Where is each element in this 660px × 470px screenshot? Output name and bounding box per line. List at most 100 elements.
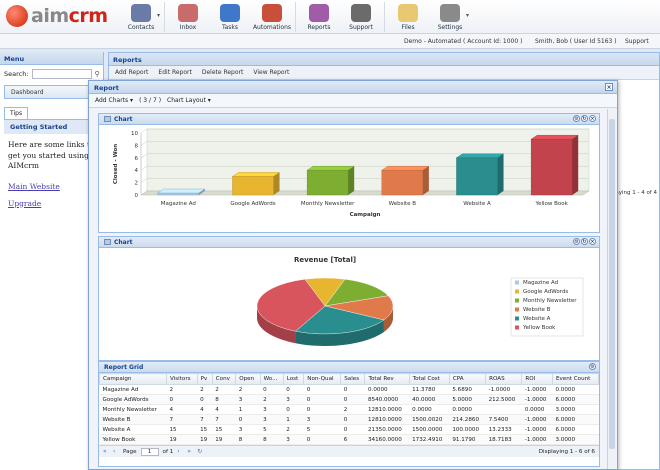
view-report-button[interactable]: View Report [253,69,290,76]
close-icon[interactable]: × [589,115,596,122]
page-of-label: of 1 [162,448,174,455]
nav-tasks[interactable]: Tasks [209,2,251,32]
legend-label: Website A [523,316,551,322]
report-scrollbar[interactable] [607,109,616,469]
next-page-icon[interactable]: › [177,447,180,455]
chart-layout-button[interactable]: Chart Layout ▾ [167,97,211,104]
pie-slice-side [257,306,296,344]
table-cell: 0 [235,414,261,425]
main-website-link[interactable]: Main Website [8,181,60,191]
scrollbar-thumb[interactable] [609,119,615,449]
table-row[interactable]: Website A 15 15 15 3 5 2 5 0 21350.0000 1500.0000 1… [99,424,599,435]
x-tick-label: Google AdWords [230,201,275,207]
column-header[interactable]: Event Count [551,373,600,385]
close-icon[interactable]: × [605,83,613,91]
nav-label: Automations [252,24,292,31]
bar [157,192,200,196]
app-logo[interactable]: aimcrm [6,5,108,27]
table-row[interactable]: Website B 7 7 7 0 3 1 3 0 12810.0000 1500.0020 214.… [99,414,599,425]
gridline-diagonal [140,178,148,183]
support-menu[interactable]: Support [625,38,649,45]
upgrade-link[interactable]: Upgrade [8,198,42,208]
table-cell: 5 [260,424,284,435]
reports-toolbar: Add Report Edit Report Delete Report Vie… [109,66,659,80]
prev-page-icon[interactable]: ‹ [113,447,116,455]
y-tick-label: 6 [135,156,139,162]
nav-settings[interactable]: Settings ▾ [429,2,471,32]
pie-slice [295,305,385,335]
bar-chart-panel: Chart ⚙ ↻ × 0 2 4 6 8 10 Magazine Ad Google AdW… [98,113,600,233]
table-cell: 34160.0000 [364,434,410,445]
chevron-down-icon[interactable]: ▾ [465,12,469,19]
table-cell: 3 [235,394,261,405]
page-number-input[interactable] [140,447,159,456]
table-cell: 0 [303,404,341,415]
add-report-button[interactable]: Add Report [115,69,149,76]
edit-report-button[interactable]: Edit Report [158,69,192,76]
table-row[interactable]: Yellow Book 19 19 19 8 8 3 0 6 34160.0000 1732.491… [99,434,599,445]
nav-inbox[interactable]: Inbox [167,2,209,32]
add-charts-button[interactable]: Add Charts ▾ [95,97,134,104]
gear-icon[interactable]: ⚙ [573,115,580,122]
refresh-icon[interactable]: ↻ [197,447,203,455]
files-icon [398,4,418,22]
search-icon[interactable]: ⚲ [94,70,100,78]
column-header[interactable]: Visitors [166,373,198,385]
logo-suffix: crm [68,5,108,27]
column-header[interactable]: Open [235,373,261,385]
dashboard-button[interactable]: Dashboard [4,85,99,99]
x-tick-label: Website B [389,201,417,207]
table-cell: 40.0000 [409,394,450,405]
nav-automations[interactable]: Automations [251,2,293,32]
tab-tips[interactable]: Tips [4,107,29,119]
column-header[interactable]: Total Cost [408,373,450,385]
nav-files[interactable]: Files [387,2,429,32]
pie-chart: Revenue [Total] Magazine Ad Google AdWords… [256,256,584,346]
column-header[interactable]: Total Rev [364,373,410,385]
pie-slice [256,279,326,332]
first-page-icon[interactable]: « [103,447,107,455]
bar-chart: 0 2 4 6 8 10 Magazine Ad Google AdWords Monthly … [113,128,590,218]
column-header[interactable]: ROAS [485,373,523,385]
chart-count: ( 3 / 7 ) [139,97,162,104]
gear-icon[interactable]: ⚙ [573,238,580,245]
account-selector[interactable]: Demo - Automated ( Account Id: 1000 ) [404,38,523,45]
column-header[interactable]: Pv [196,373,213,385]
column-header[interactable]: Conv [211,373,237,385]
refresh-icon[interactable]: ↻ [581,238,588,245]
bar-top [381,166,430,171]
table-cell: 0 [303,394,341,405]
search-input[interactable] [31,69,92,79]
user-menu[interactable]: Smith, Bob ( User Id 5163 ) [535,38,617,45]
table-row[interactable]: Monthly Newsletter 4 4 4 1 3 0 0 2 12810.0000 0.00… [99,404,599,415]
table-cell: -1.0000 [521,424,553,435]
main-nav: Contacts ▾ Inbox Tasks Automations Reports Sup… [120,2,471,32]
refresh-icon[interactable]: ↻ [581,115,588,122]
column-header[interactable]: Lost [282,373,305,385]
delete-report-button[interactable]: Delete Report [201,69,244,76]
reports-paging-text: Displaying 1 - 4 of 4 [601,190,657,196]
nav-reports[interactable]: Reports [298,2,340,32]
nav-support[interactable]: Support [340,2,382,32]
gear-icon[interactable]: ⚙ [589,363,596,370]
column-header[interactable]: Non-Qual [303,373,342,385]
table-row[interactable]: Google AdWords 0 0 8 3 2 3 0 0 8540.0000 40.0000 5.… [99,394,599,405]
report-grid: Campaign Visitors Pv Conv Open Wo... Lost Non-Q… [99,373,600,445]
chevron-down-icon[interactable]: ▾ [156,12,160,19]
contacts-icon [131,4,151,22]
legend-swatch [515,316,519,321]
nav-divider [164,2,165,32]
column-header[interactable]: Wo... [259,373,284,385]
column-header[interactable]: ROI [521,373,553,385]
column-header[interactable]: CPA [448,373,487,385]
close-icon[interactable]: × [589,238,596,245]
table-row[interactable]: Magazine Ad 2 2 2 2 0 0 0 0 0.0000 11.3780 5.6890 -1… [99,384,599,395]
table-cell: -1.0000 [521,434,553,445]
column-header[interactable]: Campaign [99,373,167,385]
tasks-icon [220,4,240,22]
bar [381,170,424,196]
column-header[interactable]: Sales [340,373,366,385]
last-page-icon[interactable]: » [187,447,191,455]
settings-icon [440,4,460,22]
nav-contacts[interactable]: Contacts ▾ [120,2,162,32]
